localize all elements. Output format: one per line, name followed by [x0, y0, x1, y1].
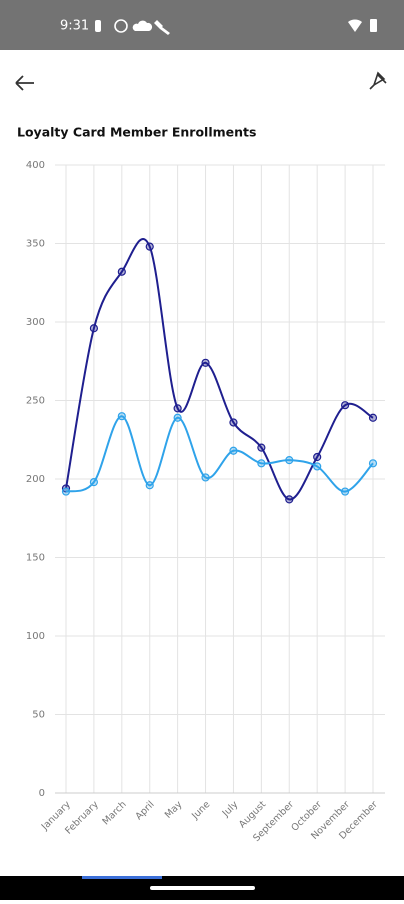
y-tick-label: 0: [39, 788, 45, 799]
pin-button[interactable]: [369, 71, 387, 90]
data-point: [368, 459, 378, 468]
status-icons: [95, 19, 377, 35]
x-tick-label: April: [133, 799, 156, 822]
data-point: [201, 473, 210, 482]
data-point: [313, 462, 322, 471]
data-point: [201, 358, 210, 367]
data-point: [313, 452, 322, 462]
data-point: [340, 487, 350, 496]
y-tick-label: 100: [26, 631, 45, 642]
x-tick-label: June: [189, 799, 212, 822]
x-tick-label: March: [100, 799, 128, 827]
x-tick-label: July: [220, 799, 241, 820]
data-point: [285, 495, 294, 504]
data-point: [257, 459, 266, 468]
series-line: [65, 415, 374, 493]
data-point: [89, 324, 99, 333]
data-point: [117, 412, 126, 421]
data-point: [229, 418, 238, 427]
y-tick-label: 300: [26, 317, 45, 328]
home-handle[interactable]: [150, 886, 255, 890]
data-point: [368, 413, 378, 422]
data-point: [229, 446, 238, 455]
series-line: [65, 238, 374, 501]
data-point: [89, 478, 99, 487]
data-point: [145, 242, 154, 251]
status-bar: [0, 0, 404, 50]
y-tick-label: 350: [26, 239, 45, 250]
data-point: [117, 267, 126, 276]
back-button[interactable]: [15, 75, 34, 91]
status-time: 9:31: [60, 19, 89, 34]
y-tick-label: 200: [26, 474, 45, 485]
data-point: [173, 413, 182, 422]
y-tick-label: 150: [26, 553, 45, 564]
tab-indicator: [82, 876, 162, 879]
data-point: [61, 487, 71, 496]
x-tick-label: May: [163, 799, 185, 821]
data-point: [173, 404, 182, 413]
chart-title: Loyalty Card Member Enrollments: [17, 125, 256, 140]
y-tick-label: 400: [26, 160, 45, 171]
y-tick-label: 50: [32, 710, 45, 721]
data-point: [340, 401, 350, 410]
data-point: [285, 456, 294, 465]
data-point: [257, 443, 266, 452]
y-tick-label: 250: [26, 396, 45, 407]
data-point: [145, 481, 154, 490]
